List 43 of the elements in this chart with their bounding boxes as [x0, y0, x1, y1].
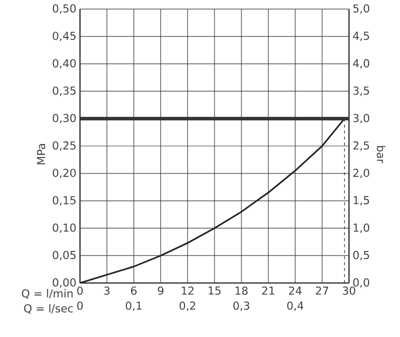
y2-axis-title: bar — [376, 146, 386, 164]
y-tick-label: 0,40 — [52, 59, 76, 68]
x2-tick-label: 0,2 — [180, 302, 196, 311]
x-tick-label: 21 — [262, 286, 274, 295]
y2-tick-label: 1,5 — [354, 196, 369, 206]
y2-tick-label: 3,5 — [353, 86, 369, 96]
y2-tick-label: 5,0 — [353, 4, 370, 14]
x2-tick-label: 0,3 — [233, 302, 250, 311]
y-tick-label: 0,25 — [52, 141, 76, 151]
y2-tick-label: 2,0 — [353, 168, 370, 178]
y2-tick-label: 4,5 — [353, 32, 369, 42]
x-tick-label: 15 — [208, 286, 221, 295]
y-tick-label: 0,00 — [52, 278, 76, 288]
x-tick-label: 6 — [131, 286, 137, 295]
x-axis-title: Q = l/min — [22, 289, 73, 299]
y-tick-label: 0,10 — [52, 224, 76, 233]
y-axis-title: MPa — [37, 144, 46, 164]
x-tick-label: 27 — [316, 286, 328, 295]
x2-axis-title: Q = l/sec — [24, 304, 73, 314]
x-tick-label: 3 — [104, 286, 110, 295]
line-series — [80, 118, 346, 283]
y-tick-label: 0,15 — [52, 196, 76, 206]
x-tick-label: 9 — [158, 286, 164, 295]
x-tick-label: 12 — [182, 286, 194, 295]
x-tick-label: 18 — [236, 286, 248, 295]
x2-tick-label: 0,4 — [287, 302, 304, 311]
y-tick-label: 0,45 — [52, 32, 76, 42]
x-tick-label: 0 — [77, 286, 83, 295]
y-tick-label: 0,30 — [52, 114, 76, 124]
x-tick-label: 24 — [289, 286, 302, 295]
y2-tick-label: 4,0 — [353, 59, 370, 68]
y2-tick-label: 0,0 — [353, 278, 370, 288]
y-tick-label: 0,20 — [52, 168, 76, 178]
y-tick-label: 0,50 — [52, 4, 76, 14]
x2-tick-label: 0 — [77, 302, 83, 310]
y2-tick-label: 0,5 — [353, 250, 369, 260]
y2-tick-label: 1,0 — [354, 224, 370, 233]
y2-tick-label: 3,0 — [353, 114, 370, 124]
x2-tick-label: 0,1 — [126, 302, 142, 311]
y-tick-label: 0,35 — [52, 86, 76, 96]
y-tick-label: 0,05 — [52, 250, 76, 260]
x-tick-label: 30 — [342, 286, 356, 295]
y2-tick-label: 2,5 — [353, 141, 369, 151]
